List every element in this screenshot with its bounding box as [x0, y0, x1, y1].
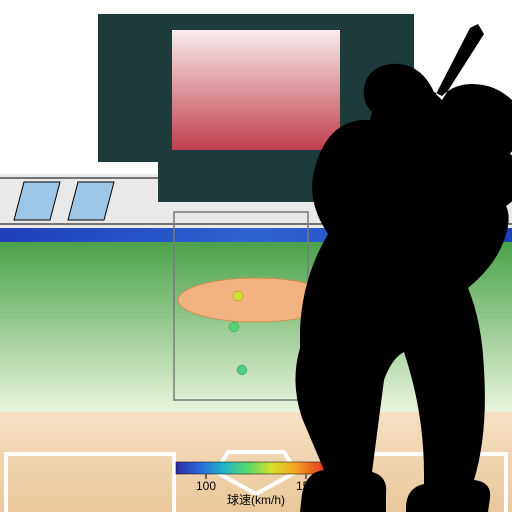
legend-axis-label: 球速(km/h): [227, 493, 285, 507]
chart-svg: 100150球速(km/h): [0, 0, 512, 512]
pitch-marker: [233, 291, 243, 301]
pitch-chart: 100150球速(km/h): [0, 0, 512, 512]
pitch-marker: [237, 365, 247, 375]
scoreboard-screen: [172, 30, 340, 150]
speed-legend-bar: [176, 462, 336, 474]
legend-tick-label: 100: [196, 479, 216, 493]
pitch-marker: [229, 322, 239, 332]
